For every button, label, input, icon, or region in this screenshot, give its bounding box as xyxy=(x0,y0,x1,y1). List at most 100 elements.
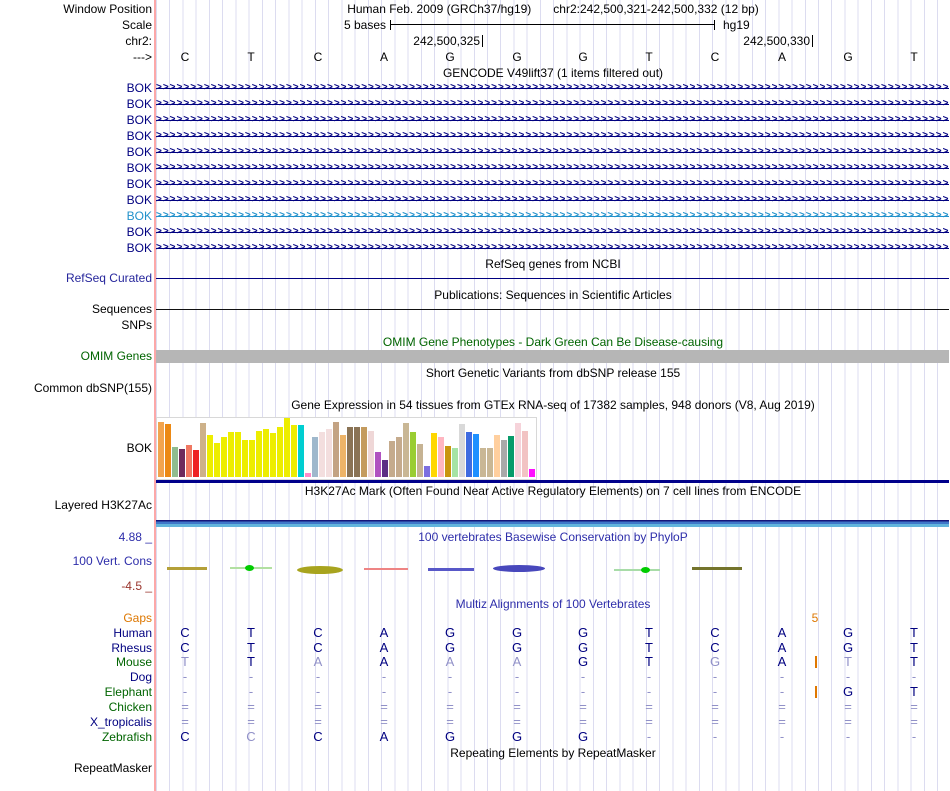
gene-strand-line[interactable]: >>>>>>>>>>>>>>>>>>>>>>>>>>>>>>>>>>>>>>>>… xyxy=(156,192,949,208)
gtex-tissue-bar[interactable] xyxy=(214,443,220,477)
gtex-tissue-bar[interactable] xyxy=(172,447,178,477)
gene-row[interactable]: BOK >>>>>>>>>>>>>>>>>>>>>>>>>>>>>>>>>>>>>… xyxy=(0,128,950,144)
gtex-tissue-bar[interactable] xyxy=(508,436,514,477)
gtex-tissue-bar[interactable] xyxy=(165,424,171,477)
gene-strand-line[interactable]: >>>>>>>>>>>>>>>>>>>>>>>>>>>>>>>>>>>>>>>>… xyxy=(156,128,949,144)
repeatmasker-track-title[interactable]: Repeating Elements by RepeatMasker xyxy=(450,746,656,760)
gtex-tissue-bar[interactable] xyxy=(193,450,199,477)
gtex-tissue-bar[interactable] xyxy=(410,432,416,477)
gtex-tissue-bar[interactable] xyxy=(389,441,395,477)
gtex-tissue-bar[interactable] xyxy=(298,425,304,477)
gene-label[interactable]: BOK xyxy=(126,145,152,159)
gtex-tissue-bar[interactable] xyxy=(452,448,458,477)
species-label-elephant[interactable]: Elephant xyxy=(104,685,152,699)
species-label-rhesus[interactable]: Rhesus xyxy=(111,641,152,655)
gene-label[interactable]: BOK xyxy=(126,97,152,111)
gtex-tissue-bar[interactable] xyxy=(249,440,255,477)
gene-row[interactable]: BOK >>>>>>>>>>>>>>>>>>>>>>>>>>>>>>>>>>>>>… xyxy=(0,240,950,256)
gene-row[interactable]: BOK >>>>>>>>>>>>>>>>>>>>>>>>>>>>>>>>>>>>>… xyxy=(0,112,950,128)
gtex-tissue-bar[interactable] xyxy=(445,446,451,477)
gene-label[interactable]: BOK xyxy=(126,113,152,127)
gtex-tissue-bar[interactable] xyxy=(529,469,535,477)
species-label-dog[interactable]: Dog xyxy=(129,670,152,684)
gtex-tissue-bar[interactable] xyxy=(242,440,248,477)
gene-row[interactable]: BOK >>>>>>>>>>>>>>>>>>>>>>>>>>>>>>>>>>>>>… xyxy=(0,224,950,240)
gtex-tissue-bar[interactable] xyxy=(473,434,479,477)
gtex-track-title[interactable]: Gene Expression in 54 tissues from GTEx … xyxy=(291,398,815,412)
gtex-tissue-bar[interactable] xyxy=(354,427,360,477)
gene-strand-line[interactable]: >>>>>>>>>>>>>>>>>>>>>>>>>>>>>>>>>>>>>>>>… xyxy=(156,96,949,112)
gtex-tissue-bar[interactable] xyxy=(158,422,164,477)
gene-strand-line[interactable]: >>>>>>>>>>>>>>>>>>>>>>>>>>>>>>>>>>>>>>>>… xyxy=(156,208,949,224)
species-label-zebrafish[interactable]: Zebrafish xyxy=(101,730,152,744)
gtex-tissue-bar[interactable] xyxy=(438,437,444,477)
gtex-tissue-bar[interactable] xyxy=(277,427,283,477)
omim-track-title[interactable]: OMIM Gene Phenotypes - Dark Green Can Be… xyxy=(382,335,724,349)
gencode-track-title[interactable]: GENCODE V49lift37 (1 items filtered out) xyxy=(442,66,664,80)
gene-label[interactable]: BOK xyxy=(126,81,152,95)
gene-row[interactable]: BOK >>>>>>>>>>>>>>>>>>>>>>>>>>>>>>>>>>>>>… xyxy=(0,144,950,160)
gene-label[interactable]: BOK xyxy=(126,193,152,207)
gene-label[interactable]: BOK xyxy=(126,241,152,255)
gtex-tissue-bar[interactable] xyxy=(221,437,227,477)
gene-row[interactable]: BOK >>>>>>>>>>>>>>>>>>>>>>>>>>>>>>>>>>>>>… xyxy=(0,176,950,192)
gtex-tissue-bar[interactable] xyxy=(501,440,507,477)
gtex-tissue-bar[interactable] xyxy=(368,431,374,477)
gene-label[interactable]: BOK xyxy=(126,177,152,191)
gene-strand-line[interactable]: >>>>>>>>>>>>>>>>>>>>>>>>>>>>>>>>>>>>>>>>… xyxy=(156,80,949,96)
dbsnp-track-title[interactable]: Short Genetic Variants from dbSNP releas… xyxy=(425,366,681,380)
gtex-tissue-bar[interactable] xyxy=(466,432,472,477)
gtex-tissue-bar[interactable] xyxy=(326,429,332,477)
gene-strand-line[interactable]: >>>>>>>>>>>>>>>>>>>>>>>>>>>>>>>>>>>>>>>>… xyxy=(156,144,949,160)
conservation-track-title[interactable]: 100 vertebrates Basewise Conservation by… xyxy=(418,530,688,544)
gtex-tissue-bar[interactable] xyxy=(340,435,346,477)
sequences-label[interactable]: Sequences xyxy=(91,302,152,316)
h3k27ac-label[interactable]: Layered H3K27Ac xyxy=(54,498,152,512)
refseq-gene-line[interactable] xyxy=(156,278,949,279)
gene-label[interactable]: BOK xyxy=(126,129,152,143)
omim-genes-label[interactable]: OMIM Genes xyxy=(80,349,152,363)
gtex-tissue-bar[interactable] xyxy=(424,466,430,477)
dbsnp-label[interactable]: Common dbSNP(155) xyxy=(33,381,152,395)
gene-strand-line[interactable]: >>>>>>>>>>>>>>>>>>>>>>>>>>>>>>>>>>>>>>>>… xyxy=(156,224,949,240)
gtex-tissue-bar[interactable] xyxy=(200,423,206,477)
gtex-tissue-bar[interactable] xyxy=(480,448,486,477)
gtex-tissue-bar[interactable] xyxy=(270,433,276,477)
gene-strand-line[interactable]: >>>>>>>>>>>>>>>>>>>>>>>>>>>>>>>>>>>>>>>>… xyxy=(156,160,949,176)
gene-strand-line[interactable]: >>>>>>>>>>>>>>>>>>>>>>>>>>>>>>>>>>>>>>>>… xyxy=(156,240,949,256)
gtex-tissue-bar[interactable] xyxy=(403,423,409,477)
gtex-tissue-bar[interactable] xyxy=(305,473,311,477)
gaps-label[interactable]: Gaps xyxy=(123,611,152,625)
refseq-track-title[interactable]: RefSeq genes from NCBI xyxy=(485,257,621,271)
gene-label[interactable]: BOK xyxy=(126,209,152,223)
gene-row[interactable]: BOK >>>>>>>>>>>>>>>>>>>>>>>>>>>>>>>>>>>>>… xyxy=(0,192,950,208)
gtex-tissue-bar[interactable] xyxy=(228,432,234,477)
gene-row[interactable]: BOK >>>>>>>>>>>>>>>>>>>>>>>>>>>>>>>>>>>>>… xyxy=(0,80,950,96)
multiz-track-title[interactable]: Multiz Alignments of 100 Vertebrates xyxy=(455,597,651,611)
gtex-tissue-bar[interactable] xyxy=(263,429,269,477)
gene-strand-line[interactable]: >>>>>>>>>>>>>>>>>>>>>>>>>>>>>>>>>>>>>>>>… xyxy=(156,112,949,128)
gtex-tissue-bar[interactable] xyxy=(256,431,262,477)
species-label-x_tropicalis[interactable]: X_tropicalis xyxy=(89,715,152,729)
gtex-tissue-bar[interactable] xyxy=(186,445,192,477)
repeatmasker-label[interactable]: RepeatMasker xyxy=(73,761,152,775)
gene-label[interactable]: BOK xyxy=(126,225,152,239)
gtex-tissue-bar[interactable] xyxy=(522,431,528,477)
h3k27ac-signal-bar[interactable] xyxy=(156,520,949,527)
gtex-tissue-bar[interactable] xyxy=(487,448,493,477)
conservation-label[interactable]: 100 Vert. Cons xyxy=(72,554,152,568)
species-label-human[interactable]: Human xyxy=(113,626,152,640)
gtex-tissue-bar[interactable] xyxy=(382,460,388,477)
gtex-tissue-bar[interactable] xyxy=(396,437,402,477)
gtex-tissue-bar[interactable] xyxy=(179,449,185,477)
gene-strand-line[interactable]: >>>>>>>>>>>>>>>>>>>>>>>>>>>>>>>>>>>>>>>>… xyxy=(156,176,949,192)
gtex-tissue-bar[interactable] xyxy=(361,427,367,477)
gtex-tissue-bar[interactable] xyxy=(333,422,339,477)
omim-genes-bar[interactable] xyxy=(156,350,949,363)
refseq-curated-label[interactable]: RefSeq Curated xyxy=(65,271,152,285)
gtex-chart[interactable] xyxy=(156,417,537,480)
sequences-line[interactable] xyxy=(156,309,949,310)
gene-row[interactable]: BOK >>>>>>>>>>>>>>>>>>>>>>>>>>>>>>>>>>>>>… xyxy=(0,160,950,176)
species-label-chicken[interactable]: Chicken xyxy=(108,700,152,714)
gtex-tissue-bar[interactable] xyxy=(494,435,500,477)
